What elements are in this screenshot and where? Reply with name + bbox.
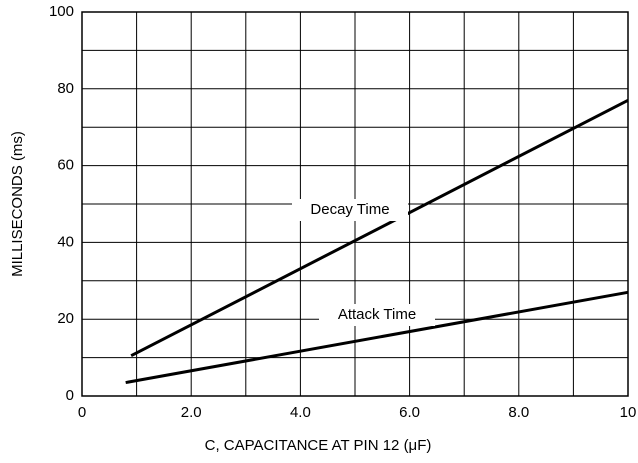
label-background (292, 199, 408, 221)
line-series (130, 98, 629, 358)
y-tick-label: 20 (57, 310, 74, 327)
y-axis-label: MILLISECONDS (ms) (9, 131, 26, 277)
x-tick-label: 6.0 (399, 404, 420, 421)
line-series (125, 290, 629, 385)
y-tick-label: 100 (49, 3, 74, 20)
plot-frame (81, 11, 629, 397)
label-background (319, 304, 435, 326)
x-tick-label: 10 (620, 404, 637, 421)
y-tick-label: 0 (66, 387, 74, 404)
y-tick-label: 40 (57, 233, 74, 250)
x-tick-label: 4.0 (290, 404, 311, 421)
x-tick-label: 2.0 (181, 404, 202, 421)
series-label: Decay Time (310, 201, 389, 218)
y-tick-label: 60 (57, 157, 74, 174)
x-tick-label: 0 (78, 404, 86, 421)
series-label: Attack Time (338, 306, 416, 323)
x-tick-label: 8.0 (508, 404, 529, 421)
y-tick-label: 80 (57, 80, 74, 97)
x-axis-label: C, CAPACITANCE AT PIN 12 (μF) (205, 437, 432, 454)
